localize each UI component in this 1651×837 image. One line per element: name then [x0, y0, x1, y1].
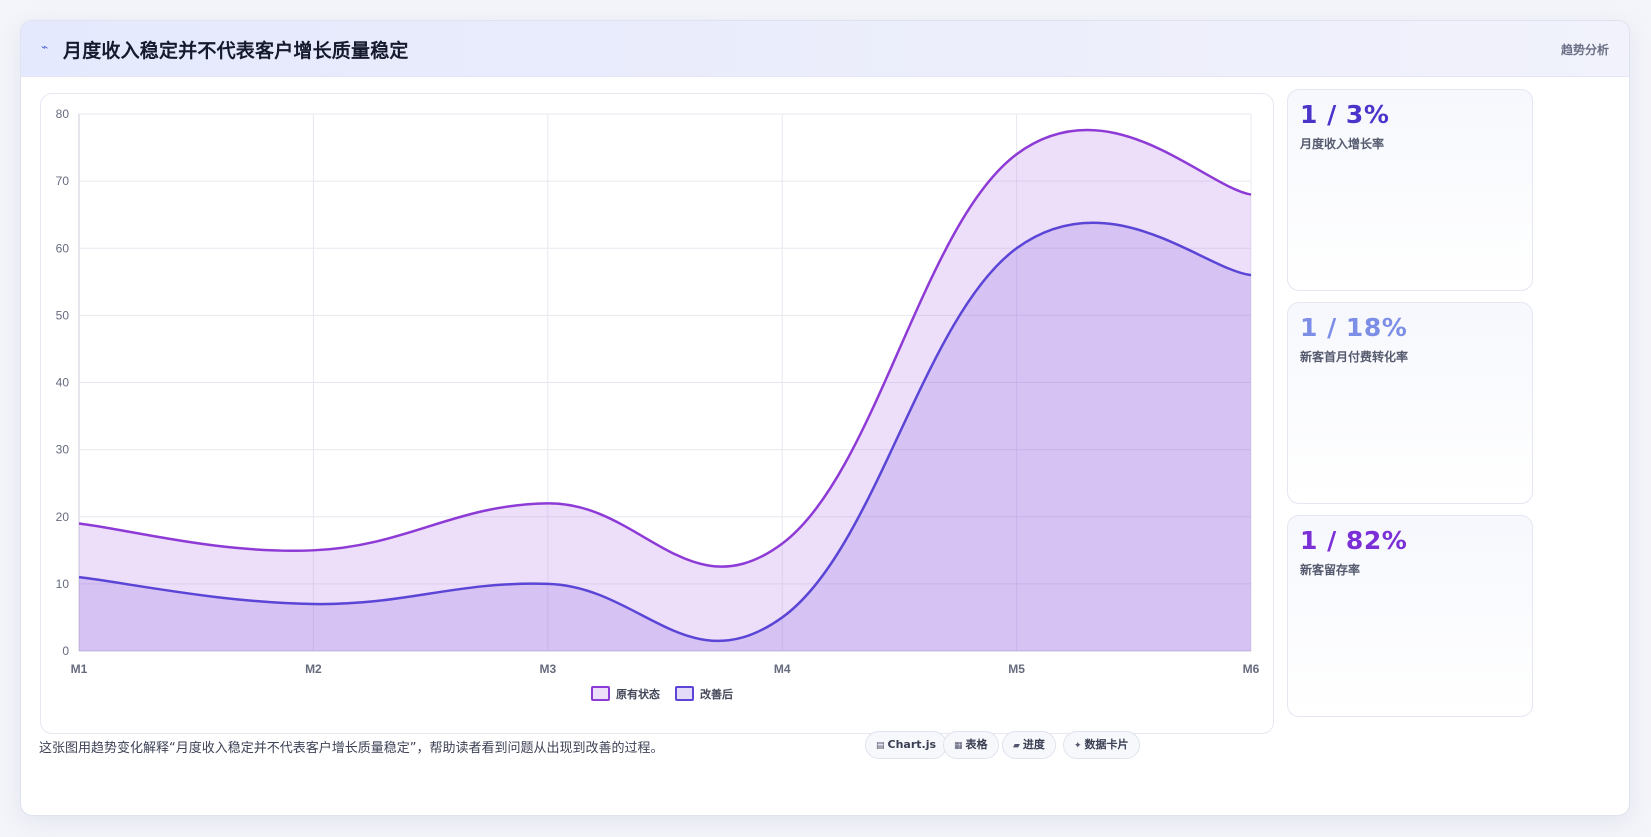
y-tick-label: 40	[56, 376, 70, 390]
x-tick-label: M3	[539, 662, 556, 676]
x-tick-label: M1	[71, 662, 88, 676]
legend-swatch	[675, 686, 694, 701]
x-tick-label: M5	[1008, 662, 1025, 676]
chart-caption: 这张图用趋势变化解释“月度收入稳定并不代表客户增长质量稳定”，帮助读者看到问题从…	[39, 741, 664, 756]
pill-progress[interactable]: ▰ 进度	[1002, 731, 1056, 759]
pill-label: 表格	[965, 738, 988, 751]
x-tick-label: M4	[774, 662, 791, 676]
pill-table[interactable]: ▦ 表格	[943, 731, 999, 759]
pill-label: 进度	[1022, 738, 1045, 751]
y-tick-label: 0	[62, 644, 69, 658]
kpi-card-revenue-growth: 1 / 3% 月度收入增长率	[1287, 89, 1533, 291]
pill-chartjs[interactable]: ▤ Chart.js	[865, 731, 948, 759]
kpi-value: 1 / 3%	[1300, 100, 1390, 129]
series-line-2	[78, 221, 1252, 642]
series-area-2	[79, 222, 1251, 651]
x-tick-label: M2	[305, 662, 322, 676]
kpi-value: 1 / 18%	[1300, 313, 1408, 342]
card-header: ⌁ 月度收入稳定并不代表客户增长质量稳定 趋势分析	[21, 21, 1629, 77]
legend-label: 原有状态	[616, 687, 660, 701]
legend-label: 改善后	[700, 687, 733, 701]
dashboard-card: ⌁ 月度收入稳定并不代表客户增长质量稳定 趋势分析 0 10 20 30 40 50 60 7…	[20, 20, 1630, 816]
pill-label: Chart.js	[887, 738, 937, 751]
y-tick-label: 30	[56, 443, 70, 457]
y-tick-label: 70	[56, 174, 70, 188]
y-tick-label: 10	[56, 577, 70, 591]
kpi-card-retention: 1 / 82% 新客留存率	[1287, 515, 1533, 717]
legend-swatch	[591, 686, 610, 701]
category-tag: 趋势分析	[1560, 43, 1609, 57]
kpi-value: 1 / 82%	[1300, 526, 1408, 555]
y-tick-label: 60	[56, 241, 70, 255]
sparkle-icon: ✦	[1074, 741, 1082, 751]
chart-panel: 0 10 20 30 40 50 60 70 80 M1 M2 M3 M4 M5 M6 原有状态 改善后	[40, 93, 1274, 734]
table-icon: ▦	[954, 741, 963, 751]
y-tick-label: 50	[56, 308, 70, 322]
kpi-label: 月度收入增长率	[1300, 137, 1385, 151]
series-area-1	[79, 129, 1251, 652]
kpi-card-conversion: 1 / 18% 新客首月付费转化率	[1287, 302, 1533, 504]
series-line-1	[78, 128, 1252, 568]
page-title: 月度收入稳定并不代表客户增长质量稳定	[63, 40, 409, 62]
chart-icon: ▤	[876, 741, 885, 751]
progress-icon: ▰	[1013, 741, 1020, 751]
x-tick-label: M6	[1243, 662, 1260, 676]
kpi-label: 新客留存率	[1300, 563, 1361, 577]
y-tick-label: 80	[56, 107, 70, 121]
pill-data-card[interactable]: ✦ 数据卡片	[1063, 731, 1140, 759]
pill-label: 数据卡片	[1084, 738, 1129, 751]
kpi-label: 新客首月付费转化率	[1300, 350, 1409, 364]
trend-line-icon: ⌁	[41, 40, 49, 54]
area-chart: 0 10 20 30 40 50 60 70 80 M1 M2 M3 M4 M5 M6 原有状态 改善后	[56, 107, 1260, 701]
y-tick-label: 20	[56, 510, 70, 524]
